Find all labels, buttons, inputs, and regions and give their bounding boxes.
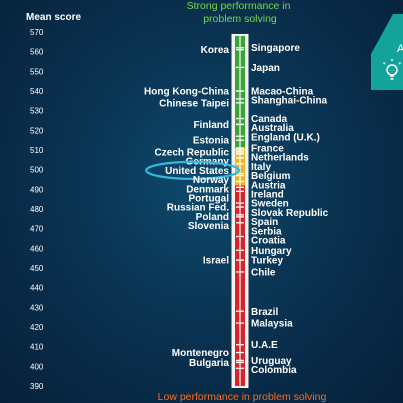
score-scale-bar (231, 33, 249, 388)
label-canada: Canada (251, 114, 288, 125)
y-tick-410: 410 (30, 343, 44, 352)
y-tick-460: 460 (30, 244, 44, 253)
strong-performance-label: Strong performance in problem solving (187, 0, 294, 25)
label-israel: Israel (203, 256, 229, 267)
label-england-u-k: England (U.K.) (251, 132, 320, 143)
label-russian-fed: Russian Fed. (167, 203, 229, 214)
label-croatia: Croatia (251, 236, 286, 247)
label-slovenia: Slovenia (188, 221, 230, 232)
y-tick-450: 450 (30, 264, 44, 273)
country-labels: Singapore Korea Japan Macao-China Hong Kong-… (144, 43, 329, 376)
strong-performance-line-1: Strong performance in (187, 0, 291, 12)
label-japan: Japan (251, 63, 280, 74)
label-turkey: Turkey (251, 256, 283, 267)
label-malaysia: Malaysia (251, 319, 293, 330)
label-macao-china: Macao-China (251, 87, 314, 98)
label-singapore: Singapore (251, 43, 300, 54)
label-spain: Spain (251, 217, 278, 228)
label-portugal: Portugal (188, 193, 229, 204)
y-tick-440: 440 (30, 284, 44, 293)
label-slovak-republic: Slovak Republic (251, 208, 329, 219)
label-korea: Korea (201, 45, 230, 56)
y-tick-490: 490 (30, 185, 44, 194)
y-tick-470: 470 (30, 225, 44, 234)
label-brazil: Brazil (251, 307, 278, 318)
y-axis-title: Mean score (26, 12, 81, 23)
label-united-states: United States (165, 166, 229, 177)
label-colombia: Colombia (251, 365, 297, 376)
y-tick-420: 420 (30, 323, 44, 332)
label-netherlands: Netherlands (251, 153, 309, 164)
label-france: France (251, 144, 284, 155)
highlight-ring-united-states (145, 160, 241, 180)
label-hong-kong-china: Hong Kong-China (144, 87, 229, 98)
side-panel-letter: A (397, 43, 403, 55)
y-tick-390: 390 (30, 382, 44, 391)
label-chile: Chile (251, 267, 276, 278)
label-sweden: Sweden (251, 199, 289, 210)
label-estonia: Estonia (193, 136, 230, 147)
label-australia: Australia (251, 123, 294, 134)
y-tick-560: 560 (30, 48, 44, 57)
y-tick-550: 550 (30, 67, 44, 76)
strong-performance-line-2: problem solving (203, 13, 277, 25)
label-serbia: Serbia (251, 226, 282, 237)
side-panel-shape (371, 14, 403, 90)
y-tick-540: 540 (30, 87, 44, 96)
label-hungary: Hungary (251, 246, 292, 257)
side-panel: A (371, 14, 403, 90)
y-tick-520: 520 (30, 126, 44, 135)
label-italy: Italy (251, 162, 271, 173)
y-tick-400: 400 (30, 362, 44, 371)
label-chinese-taipei: Chinese Taipei (159, 98, 229, 109)
label-belgium: Belgium (251, 171, 291, 182)
label-montenegro: Montenegro (172, 348, 229, 359)
label-denmark: Denmark (186, 184, 229, 195)
y-tick-500: 500 (30, 166, 44, 175)
y-tick-510: 510 (30, 146, 44, 155)
y-tick-530: 530 (30, 107, 44, 116)
label-poland: Poland (196, 212, 229, 223)
label-bulgaria: Bulgaria (189, 358, 229, 369)
label-norway: Norway (193, 175, 230, 186)
y-tick-430: 430 (30, 303, 44, 312)
label-ireland: Ireland (251, 190, 284, 201)
country-markers (236, 47, 244, 369)
label-u-a-e: U.A.E (251, 340, 278, 351)
y-tick-570: 570 (30, 28, 44, 37)
y-tick-480: 480 (30, 205, 44, 214)
lightbulb-icon (382, 59, 402, 80)
label-austria: Austria (251, 180, 286, 191)
label-finland: Finland (193, 120, 229, 131)
label-czech-republic: Czech Republic (155, 147, 230, 158)
low-performance-label: Low performance in problem solving (158, 391, 327, 403)
label-shanghai-china: Shanghai-China (251, 96, 328, 107)
label-uruguay: Uruguay (251, 356, 292, 367)
y-axis-ticks: 390 400 410 420 430 440 450 460 470 480 490 500 510 5… (30, 28, 44, 391)
